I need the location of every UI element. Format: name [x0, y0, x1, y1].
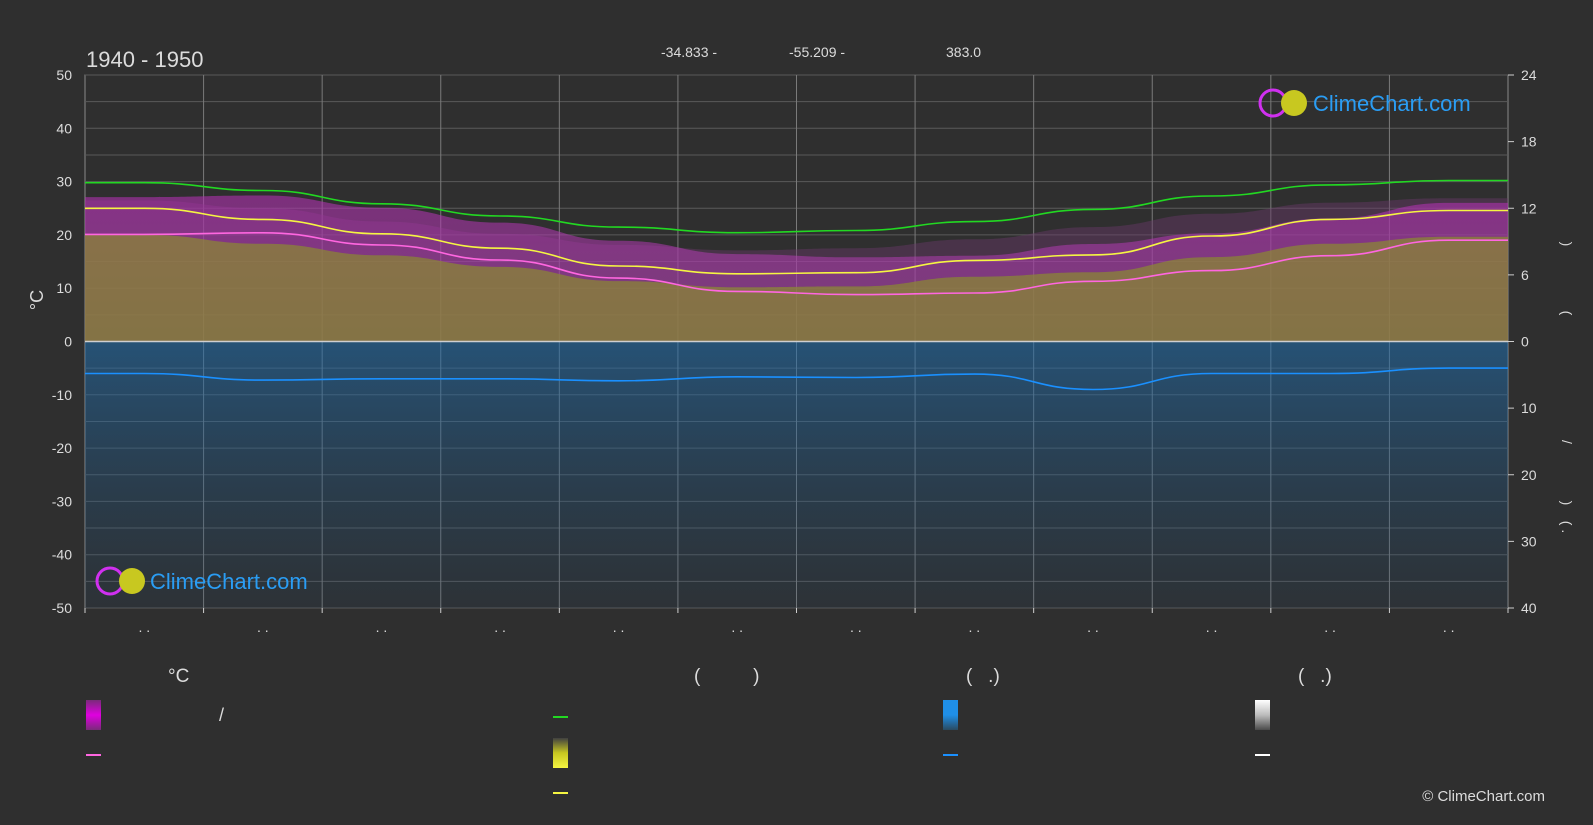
right-axis-unit-mark: ) [1559, 242, 1575, 247]
left-tick-label: -20 [52, 440, 72, 456]
legend-snow-swatch [1255, 700, 1270, 730]
month-label: . . [1324, 619, 1336, 635]
latitude-label: -34.833 - [661, 44, 717, 60]
left-tick-label: -40 [52, 547, 72, 563]
left-tick-label: -30 [52, 493, 72, 509]
month-label: . . [1087, 619, 1099, 635]
chart-bands [85, 195, 1508, 608]
right-axis-unit-mark: ( . [1559, 521, 1575, 533]
month-label: . . [731, 619, 743, 635]
logo-sun-icon [1281, 90, 1307, 116]
month-label: . . [494, 619, 506, 635]
month-label: . . [1443, 619, 1455, 635]
chart-axes: 50 40 30 20 10 0 -10 -20 -30 -40 -50 24 18 12 6 0 10 20 30… [52, 67, 1575, 635]
legend-sun-heading: ( ) [694, 666, 760, 687]
logo-bottom: ClimeChart.com [95, 566, 308, 596]
left-axis-unit: °C [27, 290, 47, 310]
precipitation-line [84, 367, 1508, 391]
month-label: . . [1206, 619, 1218, 635]
right-tick-label: 10 [1521, 400, 1537, 416]
chart-lines [84, 179, 1508, 391]
legend-daylight-swatch [553, 716, 568, 718]
left-tick-label: 30 [56, 174, 72, 190]
right-tick-label: 24 [1521, 67, 1537, 83]
logo-top: ClimeChart.com [1258, 88, 1471, 118]
month-label: . . [257, 619, 269, 635]
temperature-mean-line [84, 231, 1508, 296]
precipitation-area [85, 341, 1508, 608]
legend-sunshine-swatch [553, 738, 568, 768]
month-label: . . [138, 619, 150, 635]
month-label: . . [850, 619, 862, 635]
right-axis-unit-mark: ( [1559, 311, 1575, 316]
elevation-label: 383.0 [946, 44, 981, 60]
daylight-line [85, 179, 1508, 234]
legend-temp-range-swatch [86, 700, 101, 730]
right-tick-label: 12 [1521, 200, 1537, 216]
right-axis-unit-mark: ) [1559, 501, 1575, 506]
legend-slash: / [219, 705, 225, 725]
legend-sunshine-mean-swatch [553, 792, 568, 794]
copyright-text: © ClimeChart.com [1422, 788, 1545, 805]
right-tick-label: 20 [1521, 467, 1537, 483]
right-tick-label: 18 [1521, 134, 1537, 150]
right-tick-label: 40 [1521, 600, 1537, 616]
legend-snow-heading: ( .) [1298, 666, 1332, 687]
right-axis-unit-mark: / [1559, 440, 1575, 444]
left-tick-label: 10 [56, 280, 72, 296]
left-tick-label: 0 [64, 334, 72, 350]
logo-text: ClimeChart.com [150, 569, 308, 594]
sunshine-line [85, 207, 1508, 275]
logo-sun-icon [119, 568, 145, 594]
legend-snow-mean-swatch [1255, 754, 1270, 756]
left-tick-label: 40 [56, 120, 72, 136]
longitude-label: -55.209 - [789, 44, 845, 60]
legend-temp-mean-swatch [86, 754, 101, 756]
left-tick-label: 20 [56, 227, 72, 243]
legend-rain-mean-swatch [943, 754, 958, 756]
sunshine-area [85, 234, 1508, 342]
left-tick-label: 50 [56, 67, 72, 83]
left-tick-label: -50 [52, 600, 72, 616]
period-title: 1940 - 1950 [86, 47, 203, 72]
legend-rain-heading: ( .) [966, 666, 1000, 687]
logo-text: ClimeChart.com [1313, 91, 1471, 116]
month-label: . . [613, 619, 625, 635]
month-label: . . [969, 619, 981, 635]
right-tick-label: 6 [1521, 267, 1529, 283]
left-tick-label: -10 [52, 387, 72, 403]
right-tick-label: 30 [1521, 533, 1537, 549]
legend-rain-swatch [943, 700, 958, 730]
right-tick-label: 0 [1521, 334, 1529, 350]
month-label: . . [376, 619, 388, 635]
legend-temperature-heading: °C [168, 666, 190, 687]
